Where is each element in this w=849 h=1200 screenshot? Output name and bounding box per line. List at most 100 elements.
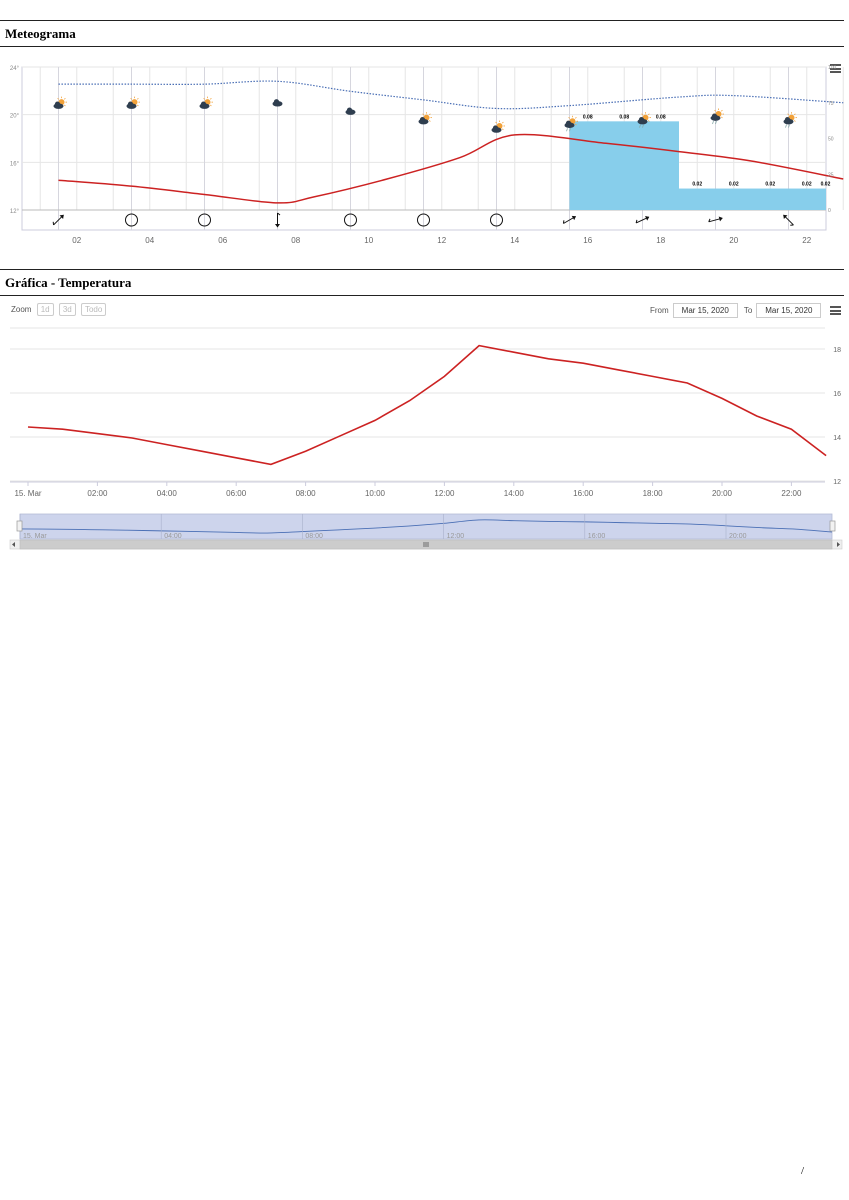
sun-rain-icon [564,115,578,132]
from-date-input[interactable]: Mar 15, 2020 [672,303,738,318]
calm-wind-icon [490,213,503,227]
cloud-puff [711,113,718,119]
sun-ray [575,117,577,119]
rain-drop [788,124,790,128]
meteogram-chart: 0.08 0.08 0.080.02 0.02 0.02 0.02 0.02 02 04 06 0… [10,65,844,245]
sun-ray [422,113,424,116]
x-tick-label: 18 [656,236,665,245]
precipitation-bar [715,188,752,210]
sun-ray [210,104,212,107]
x-tick-label: 02:00 [87,489,108,498]
y-tick-label: 24° [10,66,20,72]
navigator-tick-label: 04:00 [164,533,182,540]
wind-arrow-icon [635,216,650,224]
wind-arrow-icon [708,216,723,223]
x-tick-label: 14:00 [504,489,525,498]
page-number: / [801,1165,805,1177]
sun-ray [568,117,570,119]
meteogram-title: Meteograma [0,20,844,47]
weather-icons [53,96,797,133]
x-tick-label: 06:00 [226,489,247,498]
zoom-all-button[interactable]: Todo [80,303,107,316]
y2-tick-label: 50 [828,137,834,143]
precipitation-label: 0.02 [821,182,831,188]
wind-head [59,214,64,219]
partly-cloudy-night-icon [53,96,67,109]
sun-ray [64,104,66,107]
rain-drop [715,120,717,125]
sun-ray [787,113,789,116]
x-tick-label: 15. Mar [14,489,41,498]
temperature-series [27,344,827,466]
menu-icon[interactable] [830,306,841,315]
x-tick-label: 08:00 [296,489,317,498]
precipitation-bar [569,121,606,210]
cloud-puff [54,101,61,107]
wind-barb [277,212,281,216]
sun-ray [575,123,577,126]
precipitation-bar [825,188,826,210]
to-date-input[interactable]: Mar 15, 2020 [756,303,822,318]
precipitation-label: 0.08 [656,114,666,120]
precipitation-bar [606,121,643,210]
y2-tick-label: 0 [828,208,831,214]
y-tick-label: 16 [833,391,841,398]
cloud-puff [346,107,353,113]
cloud-puff [200,101,207,107]
menu-icon[interactable] [830,64,841,73]
precipitation-label: 0.02 [692,182,702,188]
sun-ray [495,121,497,124]
sun-ray [794,113,796,116]
cloud-icon [345,107,356,115]
temperature-chart: 15. Mar 02:00 04:00 06:00 08:00 10:00 12:00 14:… [9,327,843,550]
wind-arrow-icon [783,214,794,226]
zoom-label: Zoom [11,305,32,314]
sun-ray [794,120,796,122]
scroll-left-icon [12,542,15,547]
sun-rain-icon [637,112,651,128]
zoom-3d-button[interactable]: 3d [58,303,76,316]
navigator-line [19,519,832,534]
navigator-tick-label: 16:00 [588,533,606,540]
y-tick-label: 14 [833,435,841,442]
wind-arrow-icon [562,215,576,224]
navigator-tick-label: 08:00 [305,533,323,540]
y2-tick-label: 25 [828,172,834,178]
partly-cloudy-icon [199,96,213,109]
meteogram-axes: 02 04 06 08 10 12 14 16 18 20 22 12° 16° 20° 24° 0 25 50 7… [10,65,837,245]
x-tick-label: 02 [72,236,81,245]
wind-row [52,212,794,228]
sun-ray [130,97,132,100]
sun-ray [137,104,139,107]
sun-ray [641,113,643,116]
wind-barb [708,218,711,223]
rain-drop [639,124,641,128]
precipitation-bar [752,188,789,210]
partly-cloudy-icon [491,120,505,133]
wind-arrow-icon [52,214,64,226]
x-tick-label: 04 [145,236,154,245]
partly-cloudy-icon [126,96,140,109]
navigator: 15. Mar 04:00 08:00 12:00 16:00 20:00 [9,513,843,550]
scroll-right-icon [837,542,840,547]
y-tick-label: 20° [10,114,20,120]
zoom-controls: Zoom 1d 3d Todo [11,303,107,316]
x-tick-label: 12 [437,236,446,245]
calm-wind-icon [344,213,357,227]
zoom-1d-button[interactable]: 1d [36,303,54,316]
sun-ray [64,97,66,100]
x-tick-label: 20 [729,236,738,245]
wind-barb [52,221,55,226]
precipitation-label: 0.02 [802,182,812,188]
y-tick-label: 18 [833,347,841,354]
navigator-tick-label: 15. Mar [23,533,47,540]
navigator-tick-label: 20:00 [729,533,747,540]
precipitation-bar [788,188,825,210]
sun-ray [137,97,139,100]
x-tick-label: 18:00 [643,489,664,498]
y2-tick-label: 100 [828,65,837,71]
x-tick-label: 08 [291,236,300,245]
sun-ray [210,97,212,100]
precipitation-label: 0.08 [583,114,593,120]
cloud-icon [272,99,283,107]
